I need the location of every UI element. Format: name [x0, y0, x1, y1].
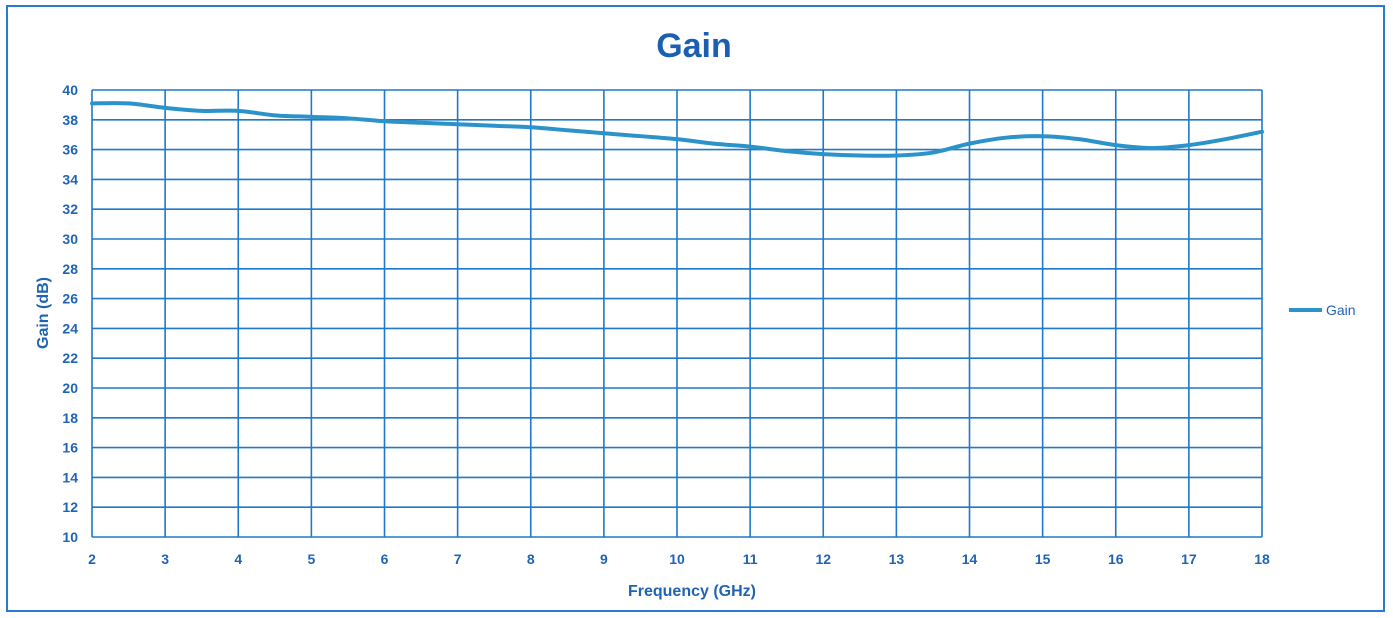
x-tick-label: 3 [161, 551, 169, 567]
x-tick-label: 4 [234, 551, 242, 567]
y-tick-label: 18 [62, 410, 78, 426]
y-tick-label: 36 [62, 142, 78, 158]
y-tick-label: 32 [62, 201, 78, 217]
plot-grid [91, 89, 1263, 538]
x-tick-label: 10 [669, 551, 685, 567]
y-tick-label: 40 [62, 82, 78, 98]
y-tick-label: 20 [62, 380, 78, 396]
y-tick-label: 14 [62, 469, 78, 485]
x-tick-label: 16 [1108, 551, 1124, 567]
x-tick-label: 2 [88, 551, 96, 567]
chart-title: Gain [656, 27, 732, 65]
y-tick-label: 22 [62, 350, 78, 366]
y-tick-label: 30 [62, 231, 78, 247]
x-tick-label: 8 [527, 551, 535, 567]
x-axis-label: Frequency (GHz) [628, 583, 756, 600]
x-tick-label: 15 [1035, 551, 1051, 567]
x-axis-ticks: 2 3 4 5 6 7 8 9 10 11 12 13 14 15 16 17 18 [88, 551, 1270, 567]
legend-label: Gain [1326, 302, 1356, 318]
y-tick-label: 16 [62, 440, 78, 456]
y-tick-label: 34 [62, 171, 78, 187]
x-tick-label: 5 [307, 551, 315, 567]
x-tick-label: 11 [743, 551, 758, 567]
x-tick-label: 6 [381, 551, 389, 567]
y-tick-label: 12 [62, 499, 78, 515]
legend: Gain [1289, 302, 1356, 318]
x-tick-label: 14 [962, 551, 978, 567]
y-tick-label: 26 [62, 291, 78, 307]
x-tick-label: 13 [889, 551, 905, 567]
y-axis-ticks: 10 12 14 16 18 20 22 24 26 28 30 32 34 36 38 40 [62, 82, 78, 545]
y-tick-label: 24 [62, 320, 78, 336]
x-tick-label: 7 [454, 551, 462, 567]
x-tick-label: 17 [1181, 551, 1197, 567]
x-tick-label: 18 [1254, 551, 1270, 567]
y-tick-label: 28 [62, 261, 78, 277]
y-tick-label: 10 [62, 529, 78, 545]
y-tick-label: 38 [62, 112, 78, 128]
series-line-gain [90, 101, 1264, 158]
x-tick-label: 12 [815, 551, 831, 567]
series-group [90, 101, 1264, 158]
y-axis-label: Gain (dB) [35, 277, 52, 349]
x-tick-label: 9 [600, 551, 608, 567]
chart-frame [6, 5, 1385, 612]
